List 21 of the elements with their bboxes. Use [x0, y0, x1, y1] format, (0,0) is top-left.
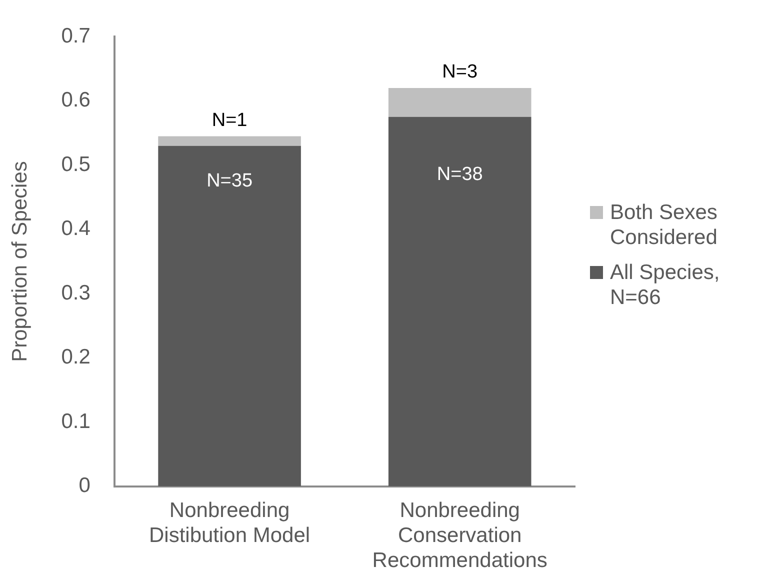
annotation: N=35: [206, 170, 253, 192]
legend-label: Both Sexes Considered: [610, 200, 718, 250]
annotation: N=3: [442, 62, 478, 83]
y-tick-label: 0.7: [61, 24, 90, 48]
y-tick-label: 0.4: [61, 217, 91, 240]
bar: [388, 116, 532, 486]
bar: [158, 146, 301, 486]
x-tick-label: Nonbreeding Conservation Recommendations: [372, 498, 548, 572]
y-tick-label: 0: [78, 474, 90, 498]
legend-label: All Species, N=66: [610, 260, 721, 310]
annotation: N=38: [436, 164, 483, 185]
annotation: N=1: [212, 110, 248, 131]
y-axis-title: Proportion of Species: [8, 161, 32, 362]
y-tick-label: 0.1: [61, 410, 90, 433]
y-tick-label: 0.3: [61, 281, 90, 304]
bar: [388, 88, 532, 117]
y-tick-label: 0.2: [61, 346, 90, 369]
x-tick-label: Nonbreeding Distibution Model: [149, 498, 310, 547]
y-tick-label: 0.6: [61, 88, 90, 112]
y-tick-label: 0.5: [61, 152, 90, 176]
bar: [158, 136, 301, 146]
